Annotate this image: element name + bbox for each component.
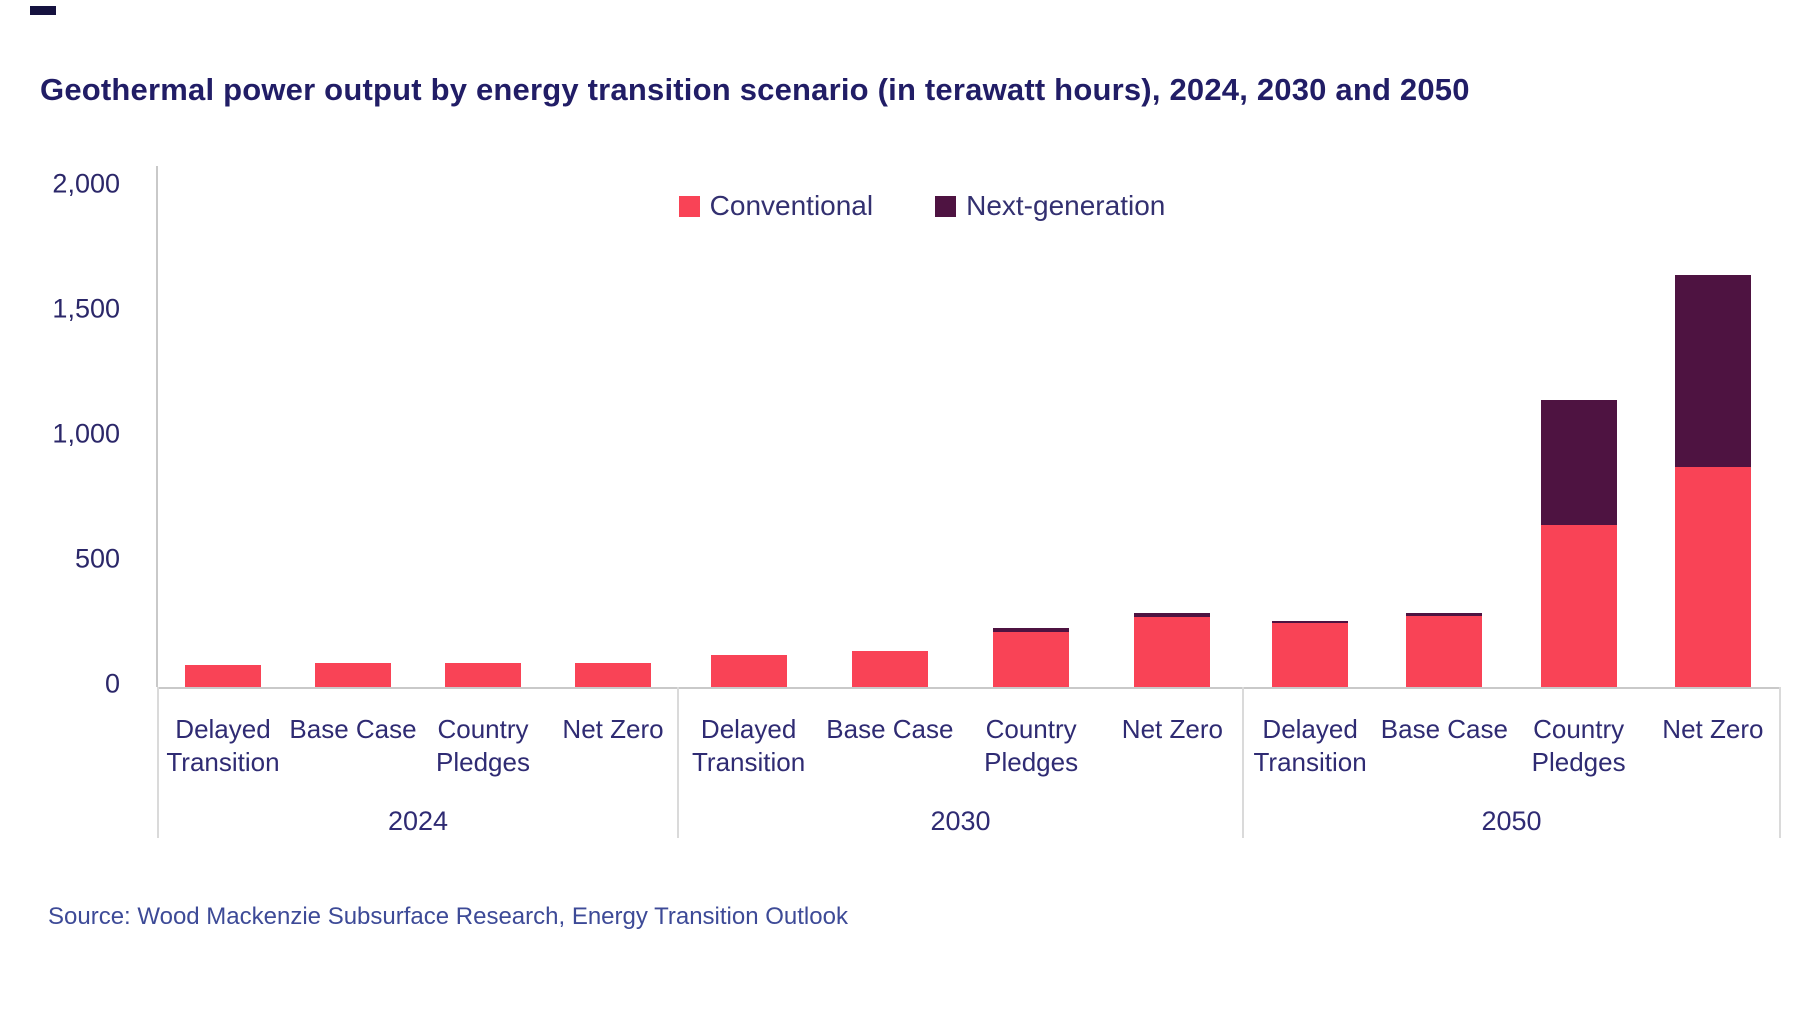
- group-separator-line: [157, 687, 159, 838]
- group-label-2024: 2024: [387, 806, 449, 836]
- chart-legend: Conventional Next-generation: [22, 190, 1800, 222]
- bar-conventional-2024-base-case: [315, 662, 391, 687]
- bar-next-generation-2050-country-pledges: [1540, 399, 1617, 525]
- group-separator-line: [1242, 687, 1244, 838]
- x-category-label: Base Case: [826, 714, 954, 744]
- x-category-label: Country Pledges: [436, 714, 530, 777]
- y-axis-line: [156, 166, 158, 687]
- x-category-label: Country Pledges: [984, 714, 1079, 777]
- legend-item-next-generation: Next-generation: [935, 190, 1165, 222]
- bar-next-generation-2030-country-pledges: [993, 628, 1070, 632]
- x-category-label: Country Pledges: [1531, 714, 1626, 777]
- bar-conventional-2050-net-zero: [1674, 467, 1751, 687]
- group-label-2050: 2050: [1481, 806, 1542, 836]
- bar-conventional-2024-delayed-transition: [185, 664, 261, 687]
- x-category-label: Net Zero: [562, 714, 664, 744]
- y-tick-label: 2,000: [52, 168, 120, 199]
- group-separator-line: [677, 687, 679, 838]
- y-tick-label: 0: [104, 668, 120, 699]
- group-label-2030: 2030: [930, 806, 991, 836]
- x-category-label: Delayed Transition: [166, 714, 280, 777]
- x-axis-line: [158, 687, 1780, 689]
- chart-title: Geothermal power output by energy transi…: [40, 72, 1470, 107]
- group-separator-line: [1779, 687, 1781, 838]
- legend-swatch-next-generation-icon: [935, 195, 957, 217]
- legend-label-conventional: Conventional: [709, 190, 874, 221]
- legend-swatch-conventional-icon: [678, 195, 700, 217]
- legend-label-next-generation: Next-generation: [966, 190, 1166, 221]
- bar-next-generation-2050-delayed-transition: [1272, 620, 1349, 624]
- bar-conventional-2050-country-pledges: [1540, 524, 1617, 687]
- bar-conventional-2050-delayed-transition: [1272, 623, 1349, 687]
- bar-next-generation-2050-base-case: [1406, 613, 1483, 616]
- bar-conventional-2030-net-zero: [1134, 617, 1211, 687]
- x-category-label: Delayed Transition: [1253, 714, 1367, 777]
- x-category-label: Net Zero: [1121, 714, 1223, 744]
- bar-conventional-2030-delayed-transition: [710, 654, 787, 687]
- bar-conventional-2024-country-pledges: [445, 662, 521, 687]
- bar-conventional-2050-base-case: [1406, 615, 1483, 687]
- y-tick-label: 1,000: [52, 418, 120, 449]
- source-attribution: Source: Wood Mackenzie Subsurface Resear…: [48, 903, 848, 930]
- y-tick-label: 1,500: [52, 293, 120, 324]
- legend-item-conventional: Conventional: [678, 190, 874, 222]
- bar-conventional-2030-country-pledges: [993, 632, 1070, 687]
- x-category-label: Base Case: [1380, 714, 1508, 744]
- bar-next-generation-2050-net-zero: [1674, 274, 1751, 467]
- corner-mark: [30, 6, 56, 15]
- bar-next-generation-2030-net-zero: [1134, 613, 1211, 617]
- x-category-label: Base Case: [289, 714, 417, 744]
- x-category-label: Delayed Transition: [692, 714, 806, 777]
- bar-conventional-2030-base-case: [851, 650, 928, 687]
- y-tick-label: 500: [74, 543, 120, 574]
- bar-conventional-2024-net-zero: [575, 662, 651, 687]
- x-category-label: Net Zero: [1662, 714, 1764, 744]
